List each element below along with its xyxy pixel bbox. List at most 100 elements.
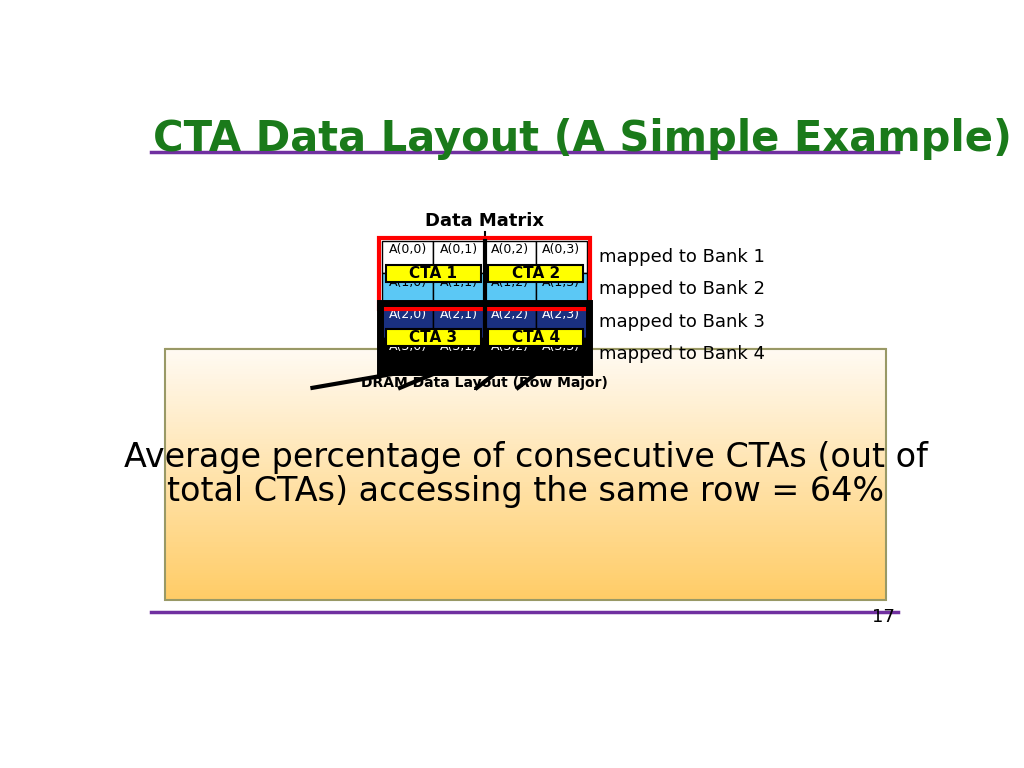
Bar xyxy=(433,306,484,338)
Bar xyxy=(382,338,433,370)
Bar xyxy=(165,504,886,507)
Bar xyxy=(165,571,886,575)
Bar xyxy=(165,418,886,422)
Bar xyxy=(165,516,886,520)
Text: A(3,1): A(3,1) xyxy=(440,340,478,353)
Bar xyxy=(382,241,433,273)
Bar xyxy=(165,435,886,439)
Bar xyxy=(165,541,886,545)
Text: Average percentage of consecutive CTAs (out of: Average percentage of consecutive CTAs (… xyxy=(124,441,928,474)
Bar xyxy=(165,579,886,583)
Bar xyxy=(165,594,886,598)
Bar xyxy=(165,375,886,379)
Bar xyxy=(165,514,886,518)
Bar xyxy=(165,473,886,477)
Bar xyxy=(165,483,886,487)
Bar xyxy=(488,329,583,346)
Bar xyxy=(165,584,886,588)
Bar xyxy=(165,413,886,416)
Bar xyxy=(165,465,886,469)
Text: CTA 4: CTA 4 xyxy=(512,330,560,346)
Bar xyxy=(165,546,886,550)
Bar xyxy=(488,265,583,282)
Bar xyxy=(165,378,886,381)
Bar xyxy=(165,567,886,570)
Bar xyxy=(165,508,886,512)
Bar xyxy=(165,357,886,361)
Text: mapped to Bank 4: mapped to Bank 4 xyxy=(599,345,765,363)
Bar xyxy=(536,273,587,306)
Bar xyxy=(165,443,886,447)
Bar xyxy=(165,410,886,414)
Bar xyxy=(165,549,886,552)
Bar xyxy=(165,438,886,442)
Bar xyxy=(165,461,886,465)
Bar xyxy=(165,561,886,565)
Bar xyxy=(165,591,886,595)
Text: A(2,2): A(2,2) xyxy=(492,308,529,321)
Bar xyxy=(484,273,536,306)
Bar xyxy=(165,388,886,392)
Text: DRAM Data Layout (Row Major): DRAM Data Layout (Row Major) xyxy=(361,376,608,390)
Bar xyxy=(165,372,886,376)
Text: mapped to Bank 3: mapped to Bank 3 xyxy=(599,313,765,330)
Text: A(1,1): A(1,1) xyxy=(440,276,478,289)
Bar xyxy=(380,303,589,372)
Bar xyxy=(165,574,886,578)
Bar xyxy=(165,539,886,542)
Bar xyxy=(165,587,886,591)
Bar xyxy=(165,398,886,402)
Text: A(2,3): A(2,3) xyxy=(543,308,581,321)
Bar xyxy=(165,449,886,452)
Text: 17: 17 xyxy=(872,607,895,626)
Bar xyxy=(165,526,886,530)
Bar xyxy=(165,423,886,427)
Bar xyxy=(165,577,886,580)
Bar xyxy=(386,265,480,282)
Text: A(1,0): A(1,0) xyxy=(389,276,427,289)
Bar xyxy=(165,481,886,485)
Bar xyxy=(433,338,484,370)
Bar xyxy=(165,453,886,457)
Bar xyxy=(165,488,886,492)
Bar xyxy=(484,338,536,370)
Bar xyxy=(165,501,886,505)
Bar xyxy=(165,463,886,467)
Bar xyxy=(165,521,886,525)
Text: A(3,2): A(3,2) xyxy=(492,340,529,353)
Bar xyxy=(165,534,886,538)
Bar xyxy=(165,415,886,419)
Bar xyxy=(165,528,886,532)
Text: total CTAs) accessing the same row = 64%: total CTAs) accessing the same row = 64% xyxy=(167,475,884,508)
Bar xyxy=(382,273,433,306)
Bar xyxy=(165,382,886,386)
Bar xyxy=(165,468,886,472)
Bar xyxy=(165,353,886,356)
Bar xyxy=(165,431,886,434)
Bar xyxy=(165,386,886,389)
Text: A(3,3): A(3,3) xyxy=(543,340,581,353)
Bar xyxy=(165,362,886,366)
Bar xyxy=(165,496,886,500)
Bar xyxy=(165,350,886,353)
Bar xyxy=(165,392,886,396)
Bar xyxy=(536,241,587,273)
Text: Data Matrix: Data Matrix xyxy=(425,212,544,230)
Bar xyxy=(165,347,886,351)
Bar xyxy=(165,355,886,359)
Bar xyxy=(165,370,886,374)
Bar xyxy=(386,329,480,346)
Bar xyxy=(165,368,886,371)
Text: A(0,0): A(0,0) xyxy=(389,243,427,257)
Bar xyxy=(165,524,886,528)
Bar xyxy=(165,451,886,455)
Bar xyxy=(165,471,886,475)
Bar xyxy=(165,536,886,540)
Bar xyxy=(382,306,433,338)
Bar xyxy=(165,349,886,601)
Bar xyxy=(165,433,886,437)
Text: CTA 2: CTA 2 xyxy=(512,266,560,280)
Bar xyxy=(165,531,886,535)
Bar xyxy=(165,554,886,558)
Bar xyxy=(165,569,886,573)
